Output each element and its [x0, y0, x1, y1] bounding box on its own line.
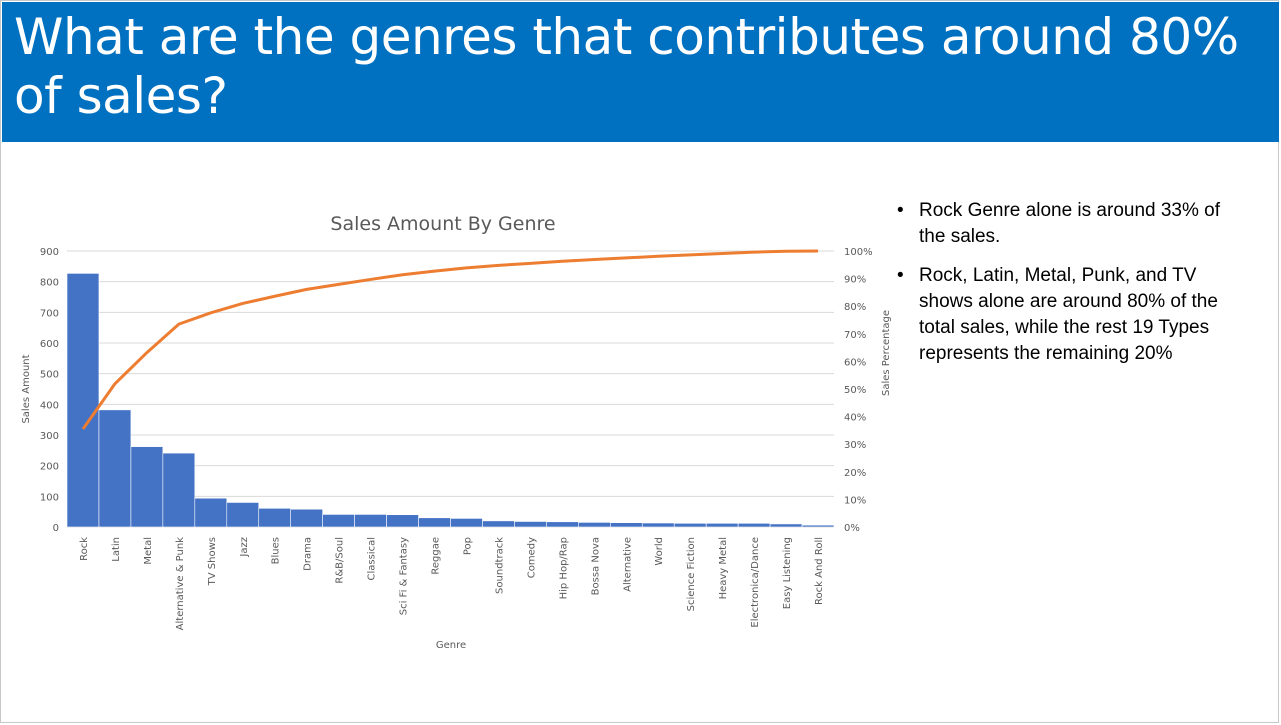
bar — [641, 522, 675, 528]
x-tick-label: Drama — [303, 537, 314, 571]
bar — [673, 523, 707, 528]
x-tick-label: Heavy Metal — [718, 537, 729, 599]
bar — [258, 507, 292, 528]
bar — [290, 508, 323, 528]
y-axis-label: Sales Amount — [21, 354, 32, 423]
y-tick-label: 900 — [40, 247, 59, 258]
x-tick-label: Latin — [111, 537, 122, 562]
x-tick-label: Pop — [462, 537, 473, 555]
x-axis-ticks: Rock Latin Metal Alternative & Punk TV Shows… — [79, 537, 825, 631]
y2-tick-label: 40% — [844, 413, 866, 424]
x-tick-label: Alternative & Punk — [175, 537, 186, 631]
y2-tick-label: 50% — [844, 385, 866, 396]
bar — [609, 522, 643, 528]
bullet-item: • Rock Genre alone is around 33% of the s… — [897, 200, 1221, 247]
x-tick-label: Jazz — [239, 537, 250, 558]
y-axis-ticks: 0 100 200 300 400 500 600 700 800 900 — [40, 247, 59, 534]
x-tick-label: Blues — [271, 537, 282, 564]
y2-tick-label: 60% — [844, 357, 866, 368]
x-tick-label: Hip Hop/Rap — [558, 537, 569, 599]
x-tick-label: Science Fiction — [686, 537, 697, 611]
title-bar: What are the genres that contributes aro… — [2, 2, 1279, 142]
bar — [482, 520, 515, 528]
bar — [98, 409, 132, 528]
bar — [737, 523, 771, 528]
y2-tick-label: 80% — [844, 302, 866, 313]
y-tick-label: 400 — [40, 400, 59, 411]
x-tick-label: Rock And Roll — [814, 537, 825, 605]
bar — [226, 502, 260, 528]
x-tick-label: Sci Fi & Fantasy — [399, 537, 410, 615]
y-tick-label: 200 — [40, 462, 59, 473]
y-tick-label: 500 — [40, 370, 59, 381]
x-tick-label: Easy Listening — [782, 537, 793, 609]
bullet-list: • Rock Genre alone is around 33% of the s… — [893, 198, 1243, 380]
y2-tick-label: 0% — [844, 523, 860, 534]
bar-series — [66, 273, 835, 528]
bar — [801, 524, 835, 528]
bar — [194, 497, 228, 528]
bar — [130, 446, 164, 528]
bar — [514, 521, 547, 528]
cumulative-line-series — [81, 249, 819, 430]
bullet-text: Rock, Latin, Metal, Punk, and TV shows a… — [919, 265, 1218, 364]
bullet-item: • Rock, Latin, Metal, Punk, and TV shows … — [897, 265, 1218, 364]
bar — [66, 273, 100, 528]
x-tick-label: Bossa Nova — [590, 537, 601, 595]
y2-tick-label: 90% — [844, 275, 866, 286]
y2-tick-label: 30% — [844, 440, 866, 451]
bar — [705, 523, 739, 528]
y-tick-label: 300 — [40, 431, 59, 442]
slide-title: What are the genres that contributes aro… — [14, 8, 1239, 125]
y2-tick-label: 100% — [844, 247, 873, 258]
y2-axis-label: Sales Percentage — [881, 310, 892, 396]
y2-tick-label: 20% — [844, 468, 866, 479]
x-tick-label: Classical — [367, 537, 378, 581]
y-tick-label: 800 — [40, 278, 59, 289]
bar — [546, 521, 579, 528]
bar — [162, 452, 196, 528]
bar — [386, 514, 419, 528]
bar — [450, 518, 483, 528]
y-tick-label: 700 — [40, 308, 59, 319]
x-tick-label: Metal — [143, 537, 154, 565]
y2-tick-label: 70% — [844, 330, 866, 341]
bar — [418, 517, 451, 528]
y2-axis-ticks: 0% 10% 20% 30% 40% 50% 60% 70% 80% 90% 100% — [844, 247, 873, 534]
x-axis-label: Genre — [436, 640, 466, 651]
x-tick-label: TV Shows — [207, 537, 218, 586]
x-tick-label: Comedy — [526, 537, 537, 578]
x-tick-label: R&B/Soul — [335, 537, 346, 584]
y2-tick-label: 10% — [844, 495, 866, 506]
x-tick-label: Soundtrack — [494, 537, 505, 594]
y-tick-label: 100 — [40, 492, 59, 503]
bar — [322, 514, 355, 528]
bar — [354, 514, 387, 528]
x-tick-label: Electronica/Dance — [750, 537, 761, 628]
bar — [578, 522, 611, 528]
x-tick-label: Reggae — [431, 537, 442, 575]
x-tick-label: Alternative — [622, 537, 633, 592]
chart-title: Sales Amount By Genre — [330, 213, 555, 235]
bar — [769, 523, 803, 528]
y-tick-label: 600 — [40, 339, 59, 350]
x-tick-label: World — [654, 537, 665, 566]
y-tick-label: 0 — [53, 523, 59, 534]
cumulative-line — [81, 249, 819, 430]
bullet-text: Rock Genre alone is around 33% of the sa… — [919, 200, 1221, 247]
x-tick-label: Rock — [79, 537, 90, 561]
